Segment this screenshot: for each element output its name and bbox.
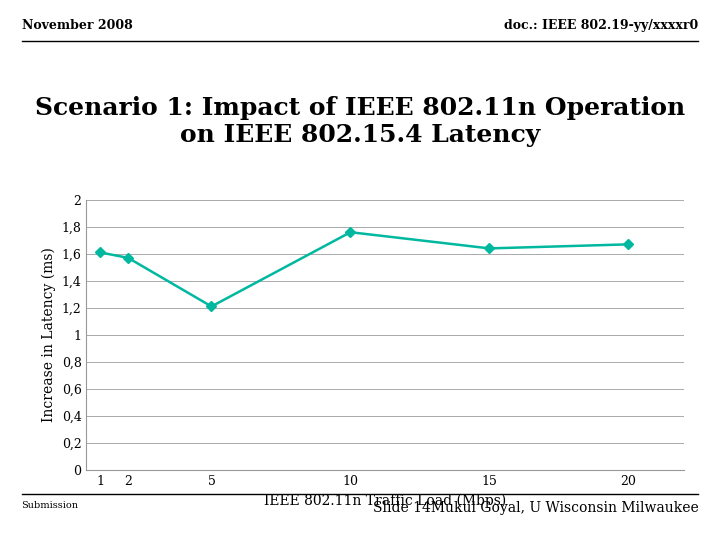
Y-axis label: Increase in Latency (ms): Increase in Latency (ms): [42, 247, 56, 422]
Text: November 2008: November 2008: [22, 19, 132, 32]
Text: Submission: Submission: [22, 501, 78, 510]
Text: Slide 14Mukul Goyal, U Wisconsin Milwaukee: Slide 14Mukul Goyal, U Wisconsin Milwauk…: [373, 501, 698, 515]
Text: doc.: IEEE 802.19-yy/xxxxr0: doc.: IEEE 802.19-yy/xxxxr0: [504, 19, 698, 32]
X-axis label: IEEE 802.11n Traffic Load (Mbps): IEEE 802.11n Traffic Load (Mbps): [264, 493, 506, 508]
Text: Scenario 1: Impact of IEEE 802.11n Operation
on IEEE 802.15.4 Latency: Scenario 1: Impact of IEEE 802.11n Opera…: [35, 96, 685, 147]
